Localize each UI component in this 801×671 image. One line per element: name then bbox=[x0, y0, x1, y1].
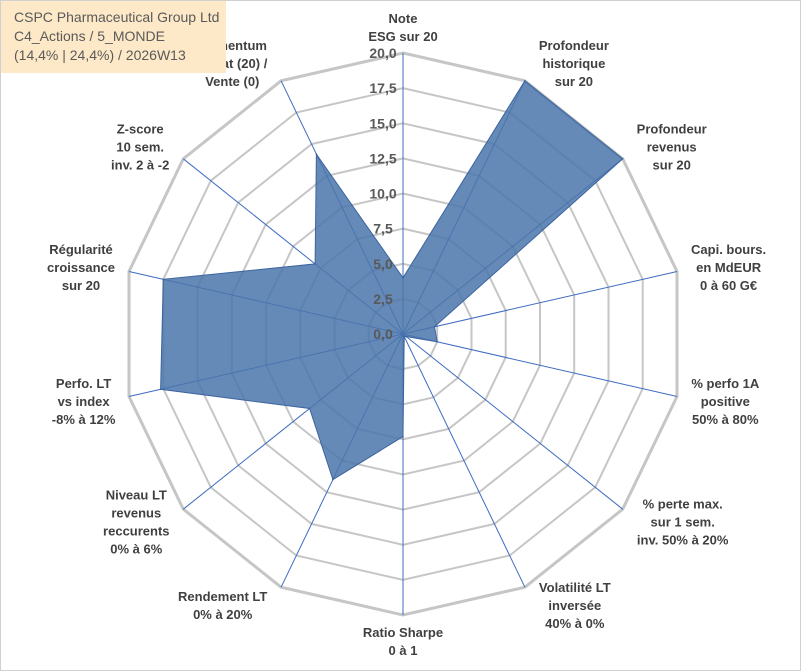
data-point bbox=[315, 153, 318, 155]
radial-tick-labels: 0,0 2,5 5,0 7,5 10,0 12,5 15,0 17,5 20,0 bbox=[369, 45, 396, 342]
axis-label-line: Ratio Sharpe bbox=[363, 625, 443, 640]
axis-label-line: sur 20 bbox=[653, 157, 691, 172]
axis-label-line: Régularité bbox=[49, 242, 113, 257]
axis-label-line: Volatilité LT bbox=[539, 580, 611, 595]
axis-label: Régularité croissance sur 20 bbox=[47, 242, 115, 293]
axis-label-line: Perfo. LT bbox=[56, 376, 111, 391]
axis-label-line: 50% à 80% bbox=[692, 412, 759, 427]
tick-label: 5,0 bbox=[373, 256, 393, 272]
axis-label-line: Vente (0) bbox=[205, 74, 259, 89]
data-point bbox=[159, 388, 162, 391]
data-point bbox=[403, 335, 406, 338]
data-point bbox=[332, 478, 334, 481]
axis-label-line: -8% à 12% bbox=[52, 412, 116, 427]
axis-label: Ratio Sharpe 0 à 1 bbox=[363, 625, 443, 658]
axis-label-line: reccurents bbox=[103, 524, 169, 539]
axis-label: Z-score 10 sem. inv. 2 à -2 bbox=[111, 121, 169, 172]
axis-label-line: vs index bbox=[58, 394, 111, 409]
axis-label: Note ESG sur 20 bbox=[368, 11, 437, 44]
axis-label-line: 0% à 20% bbox=[193, 607, 253, 622]
axis-label: % perte max. sur 1 sem. inv. 50% à 20% bbox=[637, 497, 729, 548]
tick-label: 7,5 bbox=[373, 221, 393, 237]
axis-label-line: historique bbox=[542, 56, 605, 71]
axis-label-line: Capi. bours. bbox=[691, 242, 766, 257]
axis-label: Volatilité LT inversée 40% à 0% bbox=[539, 580, 611, 631]
axis-label-line: inv. 2 à -2 bbox=[111, 157, 169, 172]
tick-label: 2,5 bbox=[373, 291, 393, 307]
axis-label-line: 0% à 6% bbox=[110, 542, 162, 557]
title-period: (14,4% | 24,4%) / 2026W13 bbox=[14, 47, 186, 63]
axis-label: Perfo. LT vs index -8% à 12% bbox=[52, 376, 116, 427]
axis-label-line: 0 à 60 G€ bbox=[700, 278, 757, 293]
tick-label: 12,5 bbox=[369, 150, 396, 166]
axis-label-line: sur 20 bbox=[555, 74, 593, 89]
data-series-area bbox=[160, 80, 624, 481]
radar-series bbox=[159, 80, 624, 481]
axis-label-line: sur 20 bbox=[62, 278, 100, 293]
data-point bbox=[402, 277, 404, 279]
data-point bbox=[314, 263, 316, 265]
tick-label: 15,0 bbox=[369, 115, 396, 131]
title-company: CSPC Pharmaceutical Group Ltd bbox=[14, 9, 220, 25]
axis-spoke bbox=[402, 333, 624, 510]
tick-label: 10,0 bbox=[369, 186, 396, 202]
axis-label-line: % perte max. bbox=[643, 497, 723, 512]
axis-label-line: inv. 50% à 20% bbox=[637, 533, 729, 548]
axis-label: Capi. bours. en MdEUR 0 à 60 G€ bbox=[691, 242, 766, 293]
axis-label: Profondeur revenus sur 20 bbox=[637, 121, 707, 172]
axis-spoke bbox=[402, 333, 526, 588]
axis-labels: Note ESG sur 20 Profondeur historique sur 20… bbox=[47, 11, 766, 658]
axis-label-line: Profondeur bbox=[637, 121, 707, 136]
axis-label-line: croissance bbox=[47, 260, 115, 275]
axis-label-line: sur 1 sem. bbox=[651, 515, 715, 530]
axis-label-line: revenus bbox=[647, 139, 697, 154]
data-point bbox=[402, 435, 404, 438]
axis-label-line: 40% à 0% bbox=[545, 616, 605, 631]
axis-label-line: Rendement LT bbox=[178, 589, 267, 604]
axis-label-line: % perfo 1A bbox=[691, 376, 760, 391]
data-point bbox=[162, 278, 165, 281]
data-point bbox=[308, 407, 311, 410]
axis-label-line: Note bbox=[389, 11, 418, 26]
data-point bbox=[433, 326, 436, 328]
data-point bbox=[436, 341, 439, 343]
axis-label-line: Niveau LT bbox=[106, 488, 167, 503]
axis-label-line: 0 à 1 bbox=[389, 643, 418, 658]
axis-label-line: Z-score bbox=[117, 121, 164, 136]
axis-label: Profondeur historique sur 20 bbox=[539, 38, 609, 89]
data-point bbox=[621, 158, 624, 160]
tick-label: 17,5 bbox=[369, 80, 396, 96]
axis-label-line: 10 sem. bbox=[116, 139, 164, 154]
title-category: C4_Actions / 5_MONDE bbox=[14, 28, 165, 44]
axis-label-line: ESG sur 20 bbox=[368, 29, 437, 44]
axis-label-line: en MdEUR bbox=[696, 260, 762, 275]
tick-label: 20,0 bbox=[369, 45, 396, 61]
axis-label-line: Profondeur bbox=[539, 38, 609, 53]
axis-label: Rendement LT 0% à 20% bbox=[178, 589, 267, 622]
axis-spoke bbox=[402, 271, 678, 335]
data-point bbox=[405, 335, 408, 338]
axis-label-line: positive bbox=[701, 394, 750, 409]
axis-label: % perfo 1A positive 50% à 80% bbox=[691, 376, 760, 427]
axis-label: Niveau LT revenus reccurents 0% à 6% bbox=[103, 488, 169, 557]
axis-spoke bbox=[402, 333, 678, 397]
tick-label: 0,0 bbox=[373, 326, 393, 342]
title-box: CSPC Pharmaceutical Group Ltd C4_Actions… bbox=[1, 1, 226, 73]
data-point bbox=[524, 80, 526, 82]
axis-label-line: revenus bbox=[111, 506, 161, 521]
axis-label-line: inversée bbox=[548, 598, 601, 613]
